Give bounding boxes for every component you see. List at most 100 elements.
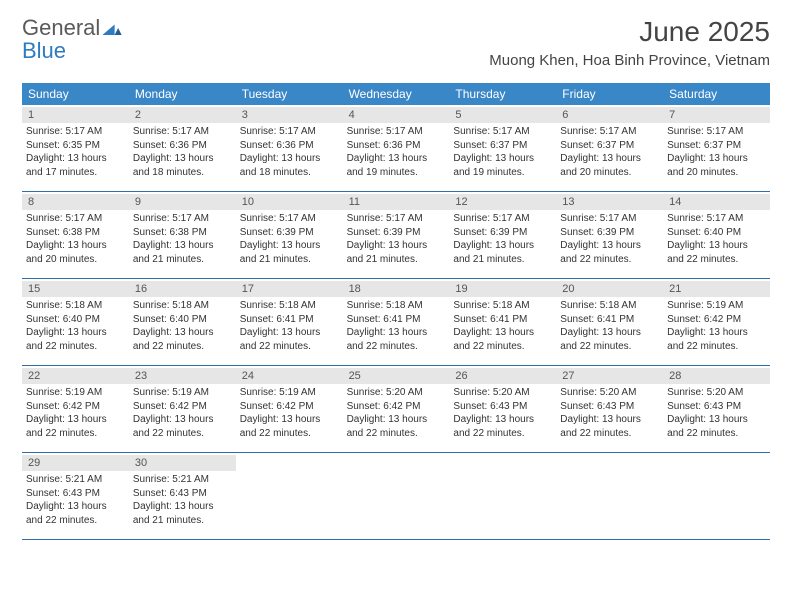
sunset-line: Sunset: 6:37 PM <box>667 139 766 153</box>
day-cell: 6Sunrise: 5:17 AMSunset: 6:37 PMDaylight… <box>556 105 663 191</box>
daylight-line: Daylight: 13 hours and 19 minutes. <box>347 152 446 179</box>
daylight-line: Daylight: 13 hours and 18 minutes. <box>133 152 232 179</box>
sunrise-line: Sunrise: 5:18 AM <box>133 299 232 313</box>
week-row: 29Sunrise: 5:21 AMSunset: 6:43 PMDayligh… <box>22 453 770 540</box>
sunrise-line: Sunrise: 5:17 AM <box>240 125 339 139</box>
day-cell: 17Sunrise: 5:18 AMSunset: 6:41 PMDayligh… <box>236 279 343 365</box>
sunset-line: Sunset: 6:42 PM <box>667 313 766 327</box>
daylight-line: Daylight: 13 hours and 22 minutes. <box>453 326 552 353</box>
day-number: 26 <box>449 368 556 384</box>
sunrise-line: Sunrise: 5:18 AM <box>453 299 552 313</box>
weekday-sunday: Sunday <box>22 83 129 105</box>
weekday-tuesday: Tuesday <box>236 83 343 105</box>
week-row: 1Sunrise: 5:17 AMSunset: 6:35 PMDaylight… <box>22 105 770 192</box>
daylight-line: Daylight: 13 hours and 21 minutes. <box>133 500 232 527</box>
title-block: June 2025 Muong Khen, Hoa Binh Province,… <box>489 16 770 69</box>
day-number: 8 <box>22 194 129 210</box>
day-number: 15 <box>22 281 129 297</box>
day-cell: 29Sunrise: 5:21 AMSunset: 6:43 PMDayligh… <box>22 453 129 539</box>
sunrise-line: Sunrise: 5:17 AM <box>453 212 552 226</box>
day-cell: 19Sunrise: 5:18 AMSunset: 6:41 PMDayligh… <box>449 279 556 365</box>
weekday-wednesday: Wednesday <box>343 83 450 105</box>
sunset-line: Sunset: 6:42 PM <box>347 400 446 414</box>
day-number: 19 <box>449 281 556 297</box>
sunset-line: Sunset: 6:39 PM <box>240 226 339 240</box>
sunset-line: Sunset: 6:43 PM <box>453 400 552 414</box>
weekday-monday: Monday <box>129 83 236 105</box>
day-number: 13 <box>556 194 663 210</box>
day-cell: 23Sunrise: 5:19 AMSunset: 6:42 PMDayligh… <box>129 366 236 452</box>
empty-cell <box>556 453 663 539</box>
day-number: 21 <box>663 281 770 297</box>
weekday-friday: Friday <box>556 83 663 105</box>
sunrise-line: Sunrise: 5:17 AM <box>667 125 766 139</box>
daylight-line: Daylight: 13 hours and 20 minutes. <box>667 152 766 179</box>
daylight-line: Daylight: 13 hours and 21 minutes. <box>453 239 552 266</box>
sunrise-line: Sunrise: 5:19 AM <box>667 299 766 313</box>
sunrise-line: Sunrise: 5:21 AM <box>133 473 232 487</box>
daylight-line: Daylight: 13 hours and 20 minutes. <box>560 152 659 179</box>
day-cell: 20Sunrise: 5:18 AMSunset: 6:41 PMDayligh… <box>556 279 663 365</box>
daylight-line: Daylight: 13 hours and 22 minutes. <box>26 500 125 527</box>
day-cell: 9Sunrise: 5:17 AMSunset: 6:38 PMDaylight… <box>129 192 236 278</box>
sunset-line: Sunset: 6:39 PM <box>453 226 552 240</box>
day-cell: 3 Sunrise: 5:17 AMSunset: 6:36 PMDaylight… <box>236 105 343 191</box>
sunset-line: Sunset: 6:42 PM <box>133 400 232 414</box>
sunset-line: Sunset: 6:41 PM <box>560 313 659 327</box>
sunset-line: Sunset: 6:43 PM <box>667 400 766 414</box>
day-number: 30 <box>129 455 236 471</box>
daylight-line: Daylight: 13 hours and 18 minutes. <box>240 152 339 179</box>
sunset-line: Sunset: 6:42 PM <box>26 400 125 414</box>
sunset-line: Sunset: 6:35 PM <box>26 139 125 153</box>
day-cell: 13Sunrise: 5:17 AMSunset: 6:39 PMDayligh… <box>556 192 663 278</box>
day-number: 2 <box>129 107 236 123</box>
day-cell: 24Sunrise: 5:19 AMSunset: 6:42 PMDayligh… <box>236 366 343 452</box>
weekday-saturday: Saturday <box>663 83 770 105</box>
day-cell: 27Sunrise: 5:20 AMSunset: 6:43 PMDayligh… <box>556 366 663 452</box>
daylight-line: Daylight: 13 hours and 20 minutes. <box>26 239 125 266</box>
day-number: 5 <box>449 107 556 123</box>
day-number: 17 <box>236 281 343 297</box>
day-cell: 4Sunrise: 5:17 AMSunset: 6:36 PMDaylight… <box>343 105 450 191</box>
day-number: 10 <box>236 194 343 210</box>
sunset-line: Sunset: 6:38 PM <box>133 226 232 240</box>
daylight-line: Daylight: 13 hours and 22 minutes. <box>26 326 125 353</box>
day-number: 16 <box>129 281 236 297</box>
day-cell: 12Sunrise: 5:17 AMSunset: 6:39 PMDayligh… <box>449 192 556 278</box>
day-cell: 18Sunrise: 5:18 AMSunset: 6:41 PMDayligh… <box>343 279 450 365</box>
day-cell: 14Sunrise: 5:17 AMSunset: 6:40 PMDayligh… <box>663 192 770 278</box>
day-number: 3 <box>236 107 343 123</box>
empty-cell <box>236 453 343 539</box>
month-title: June 2025 <box>489 16 770 48</box>
sunrise-line: Sunrise: 5:17 AM <box>453 125 552 139</box>
sunrise-line: Sunrise: 5:17 AM <box>667 212 766 226</box>
sunset-line: Sunset: 6:40 PM <box>26 313 125 327</box>
daylight-line: Daylight: 13 hours and 22 minutes. <box>240 326 339 353</box>
day-cell: 11Sunrise: 5:17 AMSunset: 6:39 PMDayligh… <box>343 192 450 278</box>
sunset-line: Sunset: 6:43 PM <box>26 487 125 501</box>
sunrise-line: Sunrise: 5:17 AM <box>240 212 339 226</box>
sunset-line: Sunset: 6:40 PM <box>133 313 232 327</box>
day-cell: 2Sunrise: 5:17 AMSunset: 6:36 PMDaylight… <box>129 105 236 191</box>
weekday-header-row: SundayMondayTuesdayWednesdayThursdayFrid… <box>22 83 770 105</box>
day-cell: 30Sunrise: 5:21 AMSunset: 6:43 PMDayligh… <box>129 453 236 539</box>
daylight-line: Daylight: 13 hours and 22 minutes. <box>667 326 766 353</box>
sunrise-line: Sunrise: 5:17 AM <box>133 212 232 226</box>
day-cell: 16Sunrise: 5:18 AMSunset: 6:40 PMDayligh… <box>129 279 236 365</box>
day-number: 22 <box>22 368 129 384</box>
sunset-line: Sunset: 6:39 PM <box>347 226 446 240</box>
sunset-line: Sunset: 6:36 PM <box>240 139 339 153</box>
sunrise-line: Sunrise: 5:18 AM <box>26 299 125 313</box>
sunrise-line: Sunrise: 5:17 AM <box>26 125 125 139</box>
sunset-line: Sunset: 6:38 PM <box>26 226 125 240</box>
empty-cell <box>449 453 556 539</box>
day-number: 24 <box>236 368 343 384</box>
empty-cell <box>343 453 450 539</box>
logo: GeneralBlue <box>22 16 122 62</box>
daylight-line: Daylight: 13 hours and 22 minutes. <box>347 413 446 440</box>
sunrise-line: Sunrise: 5:21 AM <box>26 473 125 487</box>
daylight-line: Daylight: 13 hours and 22 minutes. <box>560 413 659 440</box>
empty-cell <box>663 453 770 539</box>
sunset-line: Sunset: 6:36 PM <box>347 139 446 153</box>
daylight-line: Daylight: 13 hours and 22 minutes. <box>26 413 125 440</box>
